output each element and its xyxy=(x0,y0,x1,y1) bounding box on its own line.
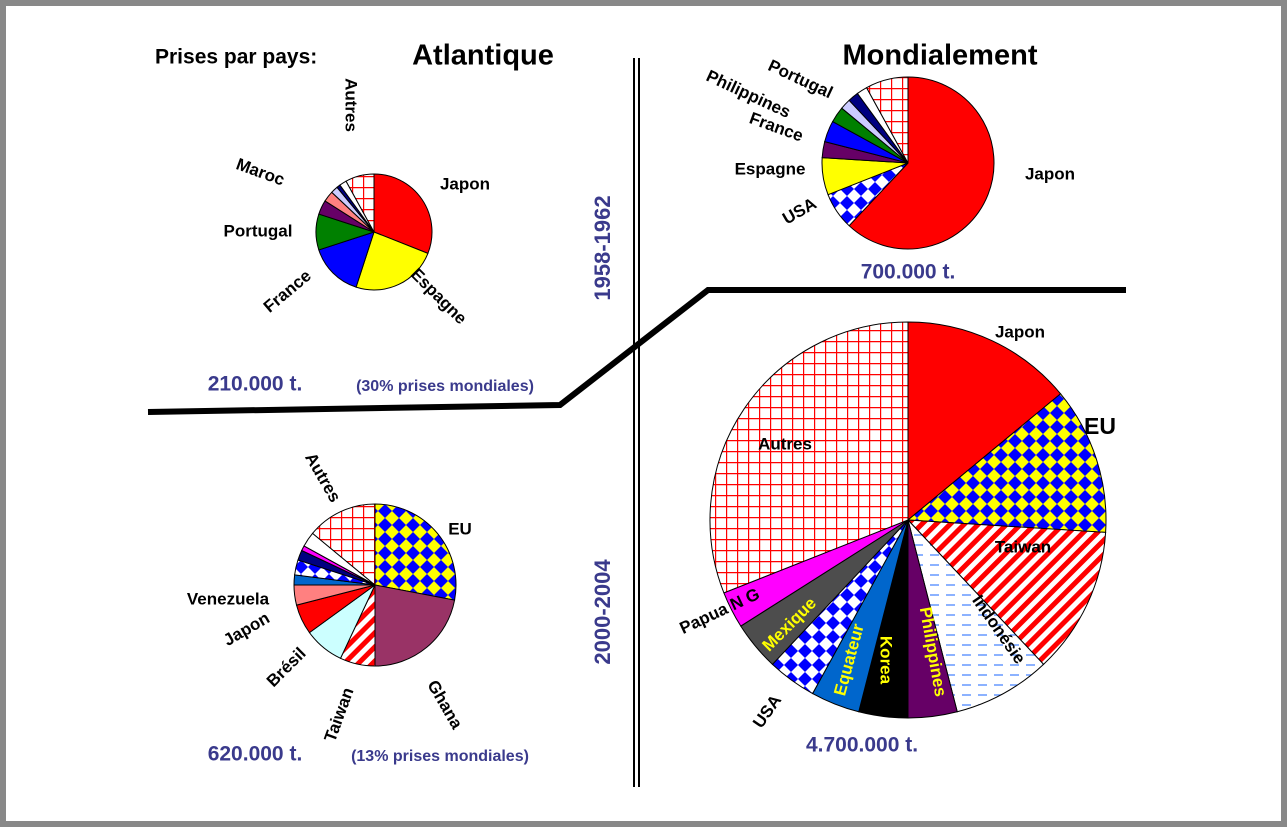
pie-slice xyxy=(906,393,1107,533)
pie-slice xyxy=(709,321,909,594)
total-label: 4.700.000 t. xyxy=(806,734,918,757)
pie-slice xyxy=(355,231,429,291)
pie-slice xyxy=(907,519,1045,713)
slice-label: Japon xyxy=(1025,164,1075,183)
slice-label: Venezuela xyxy=(187,589,270,608)
slice-label: Japon xyxy=(995,322,1045,341)
share-note: (30% prises mondiales) xyxy=(356,378,534,395)
era-divider xyxy=(147,287,1126,415)
pie-slice xyxy=(373,173,433,255)
period-label: 2000-2004 xyxy=(590,559,615,665)
slice-label: EU xyxy=(448,519,472,538)
pie-slice xyxy=(311,503,376,587)
slice-label: Portugal xyxy=(224,221,293,240)
total-label: 700.000 t. xyxy=(861,261,956,284)
pie-slice xyxy=(906,519,1107,666)
slice-label: Taiwan xyxy=(995,537,1051,556)
heading: Prises par pays: xyxy=(155,46,317,69)
pie-slice xyxy=(374,584,456,667)
slice-label: Autres xyxy=(758,434,812,453)
pie-slice xyxy=(848,76,995,250)
slice-label: Korea xyxy=(877,636,896,685)
period-label: 1958-1962 xyxy=(590,195,615,300)
pie-slice xyxy=(374,503,457,601)
pie-slice xyxy=(865,76,909,164)
slice-label: EU xyxy=(1084,413,1116,439)
pie-slice xyxy=(907,321,1062,522)
total-label: 210.000 t. xyxy=(208,373,303,396)
slice-label: Espagne xyxy=(735,159,806,178)
slice-label: Japon xyxy=(440,174,490,193)
slice-label: Autres xyxy=(342,78,361,132)
pie-slice xyxy=(345,173,375,233)
section-title: Atlantique xyxy=(412,40,554,72)
share-note: (13% prises mondiales) xyxy=(351,748,529,765)
section-title: Mondialement xyxy=(843,40,1038,72)
total-label: 620.000 t. xyxy=(208,743,303,766)
